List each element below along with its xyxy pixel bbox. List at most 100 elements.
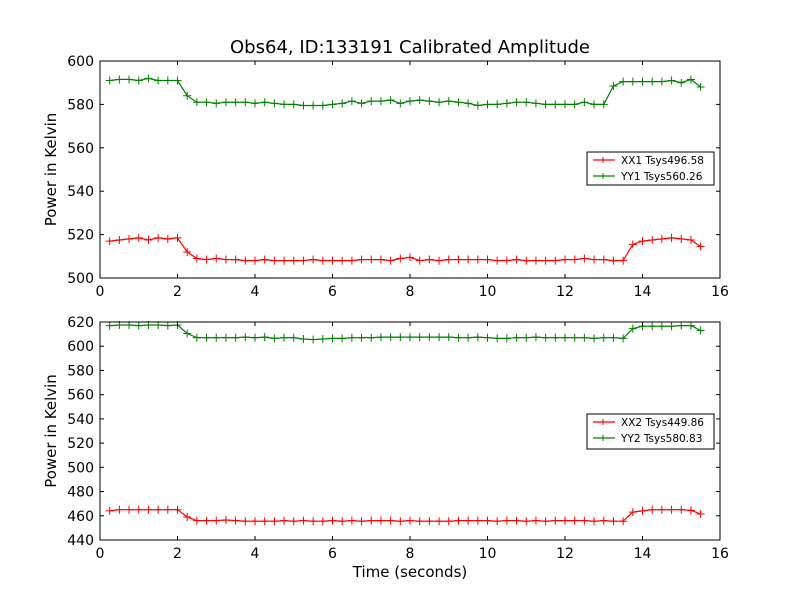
data-point-marker bbox=[231, 333, 240, 342]
legend-item: YY2 Tsys580.83 bbox=[593, 433, 702, 445]
data-point-marker bbox=[473, 255, 482, 264]
data-point-marker bbox=[241, 517, 250, 526]
data-point-marker bbox=[464, 516, 473, 525]
data-point-marker bbox=[318, 256, 327, 265]
y-tick-label: 460 bbox=[67, 509, 94, 525]
data-point-marker bbox=[212, 333, 221, 342]
data-point-marker bbox=[270, 99, 279, 108]
data-point-marker bbox=[173, 233, 182, 242]
x-tick-label: 10 bbox=[479, 284, 497, 300]
data-point-marker bbox=[347, 516, 356, 525]
data-point-marker bbox=[599, 333, 608, 342]
series-2 bbox=[105, 74, 705, 110]
data-point-marker bbox=[192, 333, 201, 342]
data-point-marker bbox=[609, 333, 618, 342]
data-point-marker bbox=[221, 333, 230, 342]
data-point-marker bbox=[435, 98, 444, 107]
data-point-marker bbox=[415, 96, 424, 105]
data-point-marker bbox=[347, 97, 356, 106]
data-point-marker bbox=[551, 516, 560, 525]
data-point-marker bbox=[309, 255, 318, 264]
data-point-marker bbox=[561, 255, 569, 264]
data-point-marker bbox=[425, 255, 434, 264]
data-point-marker bbox=[134, 76, 143, 85]
data-point-marker bbox=[241, 98, 250, 107]
data-point-marker bbox=[522, 98, 531, 107]
data-point-marker bbox=[347, 333, 356, 342]
data-point-marker bbox=[396, 254, 405, 263]
data-point-marker bbox=[435, 333, 444, 342]
y-tick-label: 600 bbox=[67, 54, 94, 70]
data-point-marker bbox=[134, 505, 143, 514]
data-point-marker bbox=[338, 99, 347, 108]
legend-label: YY1 Tsys560.26 bbox=[620, 171, 703, 183]
data-point-marker bbox=[657, 234, 666, 243]
data-point-marker bbox=[125, 234, 134, 243]
y-tick-label: 580 bbox=[67, 97, 94, 113]
data-point-marker bbox=[367, 516, 376, 525]
data-point-marker bbox=[163, 321, 172, 330]
y-tick-label: 520 bbox=[67, 228, 94, 244]
data-point-marker bbox=[667, 233, 676, 242]
data-point-marker bbox=[473, 516, 482, 525]
data-point-marker bbox=[541, 100, 550, 109]
data-point-marker bbox=[531, 333, 540, 342]
data-point-marker bbox=[357, 333, 366, 342]
data-point-marker bbox=[386, 516, 395, 525]
legend-item: YY1 Tsys560.26 bbox=[593, 171, 703, 183]
legend-marker bbox=[600, 157, 606, 163]
data-point-marker bbox=[531, 516, 540, 525]
data-point-marker bbox=[202, 333, 211, 342]
y-tick-label: 620 bbox=[67, 315, 94, 331]
data-point-marker bbox=[231, 516, 240, 525]
data-point-marker bbox=[628, 508, 637, 517]
x-tick-label: 8 bbox=[406, 284, 415, 300]
data-point-marker bbox=[318, 334, 327, 343]
x-tick-label: 4 bbox=[251, 546, 260, 562]
data-point-marker bbox=[105, 76, 114, 85]
data-point-marker bbox=[280, 333, 289, 342]
data-point-marker bbox=[619, 256, 628, 265]
data-point-marker bbox=[599, 100, 608, 109]
data-point-marker bbox=[231, 98, 240, 107]
data-point-marker bbox=[241, 256, 250, 265]
data-point-marker bbox=[580, 254, 589, 263]
y-tick-label: 540 bbox=[67, 184, 94, 200]
data-point-marker bbox=[686, 75, 695, 84]
data-point-marker bbox=[677, 78, 686, 87]
data-point-marker bbox=[144, 236, 153, 245]
data-point-marker bbox=[570, 100, 579, 109]
x-tick-label: 6 bbox=[328, 284, 337, 300]
data-point-marker bbox=[464, 333, 473, 342]
y-tick-label: 520 bbox=[67, 436, 94, 452]
data-point-marker bbox=[280, 256, 289, 265]
data-point-marker bbox=[561, 100, 569, 109]
data-point-marker bbox=[677, 505, 686, 514]
data-point-marker bbox=[512, 333, 521, 342]
data-point-marker bbox=[551, 333, 560, 342]
data-point-marker bbox=[493, 334, 502, 343]
data-point-marker bbox=[628, 324, 637, 333]
data-point-marker bbox=[435, 517, 444, 526]
y-tick-label: 500 bbox=[67, 460, 94, 476]
x-tick-label: 2 bbox=[173, 546, 182, 562]
x-tick-label: 2 bbox=[173, 284, 182, 300]
legend-marker bbox=[600, 419, 606, 425]
data-point-marker bbox=[541, 256, 550, 265]
data-point-marker bbox=[289, 517, 298, 526]
data-point-marker bbox=[696, 83, 705, 92]
data-point-marker bbox=[483, 516, 492, 525]
data-point-marker bbox=[609, 256, 618, 265]
data-point-marker bbox=[347, 256, 356, 265]
data-point-marker bbox=[638, 77, 647, 86]
data-point-marker bbox=[580, 516, 589, 525]
data-point-marker bbox=[454, 333, 463, 342]
data-point-marker bbox=[619, 517, 628, 526]
data-point-marker bbox=[473, 333, 482, 342]
data-point-marker bbox=[483, 333, 492, 342]
data-point-marker bbox=[570, 333, 579, 342]
data-point-marker bbox=[280, 100, 289, 109]
data-point-marker bbox=[435, 256, 444, 265]
data-point-marker bbox=[328, 334, 337, 343]
data-point-marker bbox=[173, 76, 182, 85]
